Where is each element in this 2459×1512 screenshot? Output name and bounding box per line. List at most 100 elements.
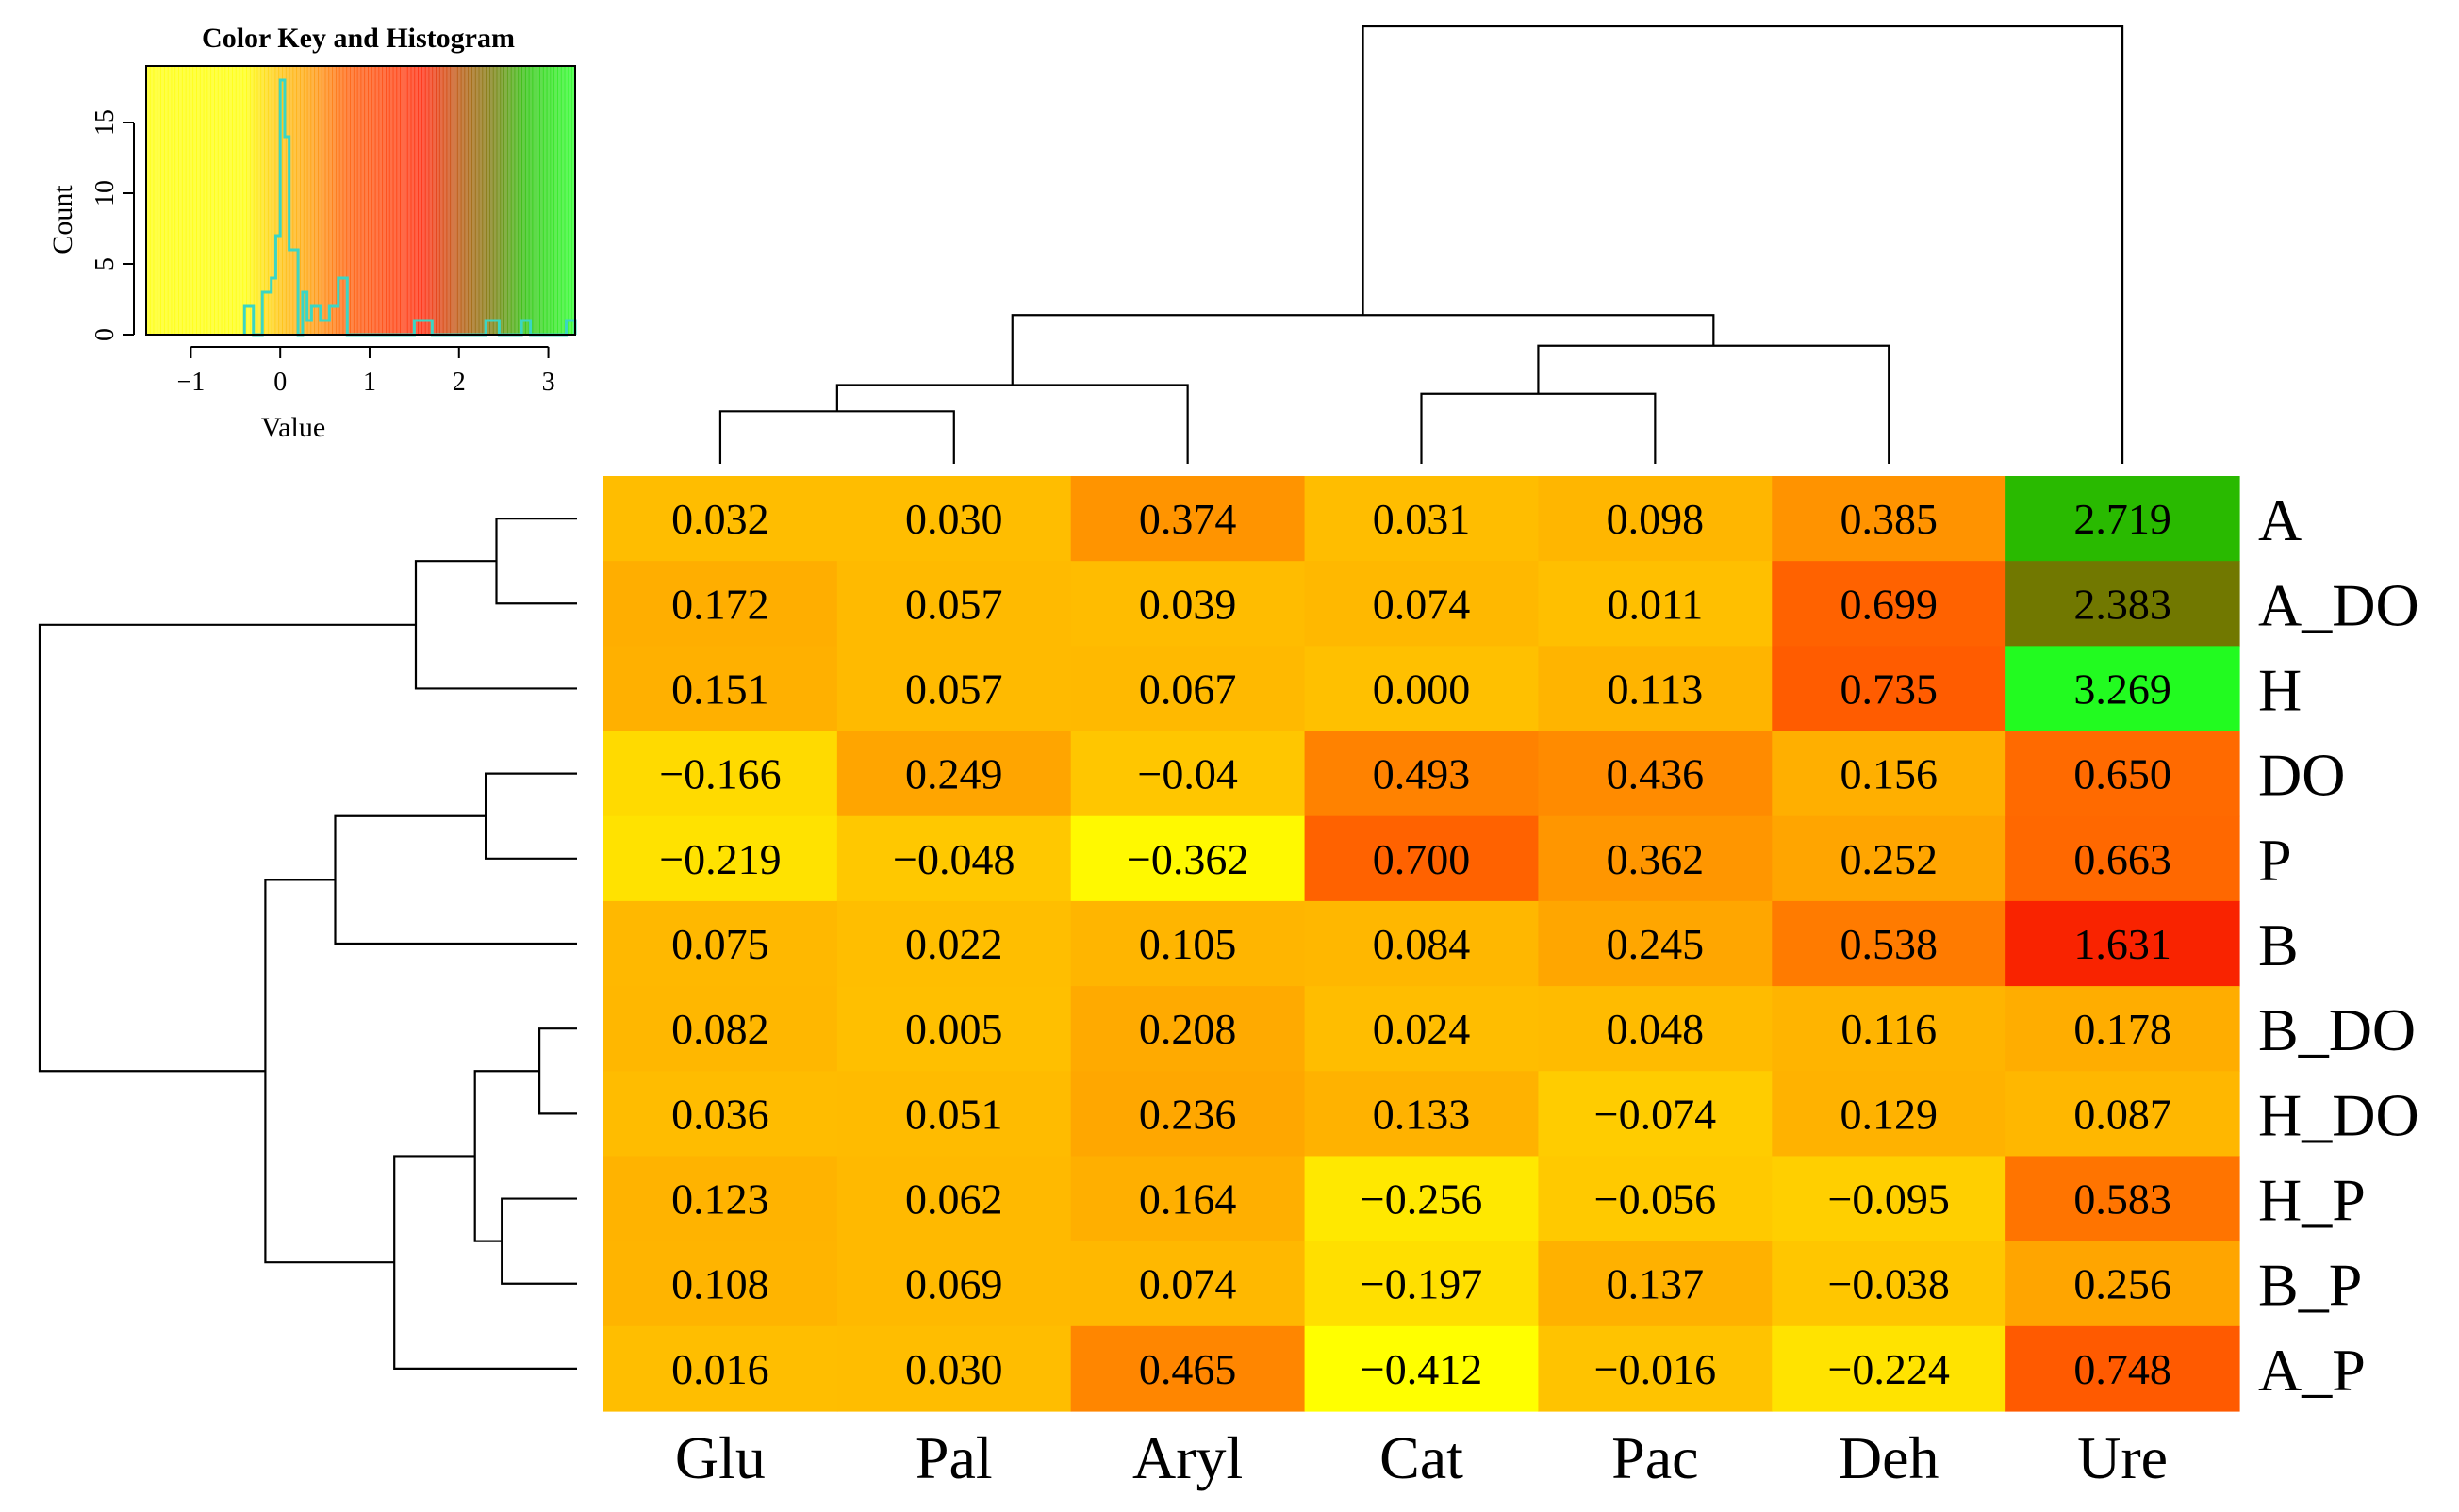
color-key-swatch — [432, 66, 437, 335]
cell-value: 0.016 — [671, 1345, 769, 1393]
color-key-swatch — [486, 66, 490, 335]
color-key-swatch — [239, 66, 244, 335]
color-key-gradient — [146, 66, 576, 335]
cell-value: 0.137 — [1607, 1260, 1705, 1308]
cell-value: −0.362 — [1127, 835, 1248, 883]
color-key-swatch — [350, 66, 355, 335]
row-label: H — [2258, 656, 2302, 723]
heatmap-cell — [1772, 1325, 2006, 1412]
color-key-swatch — [160, 66, 165, 335]
color-key-swatch — [424, 66, 430, 335]
color-key-swatch — [506, 66, 512, 335]
color-key-swatch — [324, 66, 330, 335]
cell-value: −0.074 — [1594, 1090, 1716, 1138]
dendrogram-branch — [264, 879, 395, 1264]
cell-value: 0.000 — [1373, 665, 1471, 713]
color-key-swatch — [157, 66, 161, 335]
color-key-swatch — [260, 66, 265, 335]
color-key-swatch — [468, 66, 472, 335]
color-key-swatch — [318, 66, 322, 335]
cell-value: 2.383 — [2073, 580, 2171, 628]
cell-value: 0.032 — [671, 495, 769, 543]
color-key-swatch — [524, 66, 530, 335]
cell-value: 0.538 — [1840, 920, 1938, 968]
color-key-swatch — [292, 66, 298, 335]
heatmap-cell — [1538, 561, 1773, 647]
heatmap-cell — [1538, 815, 1773, 902]
color-key-swatch — [436, 66, 440, 335]
heatmap-cell — [1538, 1071, 1773, 1158]
heatmap-cell — [1304, 1071, 1540, 1158]
heatmap-cell — [1772, 476, 2006, 562]
cell-value: 0.075 — [671, 920, 769, 968]
x-tick-label: 2 — [453, 368, 466, 397]
cell-value: 0.113 — [1607, 665, 1703, 713]
cell-value: 0.178 — [2073, 1005, 2171, 1053]
cell-value: 0.493 — [1373, 750, 1471, 798]
color-key-swatch — [306, 66, 312, 335]
color-key-swatch — [310, 66, 316, 335]
cell-value: 0.249 — [905, 750, 1003, 798]
heatmap-cell — [1772, 1156, 2006, 1242]
heatmap-cell — [2005, 561, 2240, 647]
heatmap-cell — [2005, 476, 2240, 562]
heatmap-cell — [1070, 815, 1306, 902]
color-key-swatch — [328, 66, 333, 335]
color-key-swatch — [335, 66, 340, 335]
color-key-swatch — [253, 66, 258, 335]
heatmap-cell — [2005, 646, 2240, 732]
row-label: B — [2258, 912, 2299, 978]
cell-value: 0.650 — [2073, 750, 2171, 798]
heatmap-cell — [836, 986, 1072, 1072]
column-label: Pal — [916, 1424, 993, 1491]
heatmap-cell — [1304, 815, 1540, 902]
row-label: DO — [2258, 742, 2345, 809]
color-key-swatch — [300, 66, 305, 335]
color-key-y-label: Count — [47, 185, 78, 255]
color-key-swatch — [450, 66, 454, 335]
color-key-swatch — [560, 66, 566, 335]
heatmap-cell — [836, 1241, 1072, 1327]
column-label: Pac — [1611, 1424, 1698, 1491]
color-key-x-label: Value — [261, 412, 325, 443]
row-label: A_DO — [2258, 571, 2419, 638]
heatmap-cell — [836, 731, 1072, 817]
color-key-swatch — [474, 66, 480, 335]
color-key-swatch — [189, 66, 194, 335]
cell-value: 0.116 — [1840, 1005, 1937, 1053]
color-key-swatch — [571, 66, 576, 335]
color-key-title: Color Key and Histogram — [202, 23, 515, 54]
cell-value: −0.219 — [659, 835, 781, 883]
heatmap-cell — [836, 646, 1072, 732]
cell-value: 0.256 — [2073, 1260, 2171, 1308]
cell-value: 0.074 — [1139, 1260, 1237, 1308]
color-key-swatch — [521, 66, 526, 335]
color-key-swatch — [396, 66, 402, 335]
heatmap-cell — [1304, 731, 1540, 817]
y-tick-label: 10 — [91, 180, 120, 206]
heatmap-cell — [1304, 986, 1540, 1072]
color-key-swatch — [364, 66, 369, 335]
cell-value: 0.057 — [905, 665, 1003, 713]
color-key-swatch — [206, 66, 212, 335]
color-key-swatch — [564, 66, 569, 335]
heatmap-cell — [1772, 1071, 2006, 1158]
heatmap-cell — [603, 1241, 838, 1327]
heatmap-cell — [1538, 731, 1773, 817]
color-key-swatch — [539, 66, 544, 335]
heatmap-cell — [603, 986, 838, 1072]
heatmap-cell — [1304, 900, 1540, 987]
color-key-swatch — [518, 66, 522, 335]
color-key-swatch — [332, 66, 337, 335]
y-tick-label: 0 — [91, 328, 120, 341]
color-key-swatch — [510, 66, 516, 335]
color-key-swatch — [224, 66, 230, 335]
color-key-swatch — [392, 66, 398, 335]
row-dendrogram — [38, 517, 577, 1371]
color-key-swatch — [371, 66, 376, 335]
heatmap-cell — [1772, 1241, 2006, 1327]
color-key-swatch — [454, 66, 458, 335]
heatmap-cell — [1538, 1241, 1773, 1327]
cell-value: 0.129 — [1840, 1090, 1938, 1138]
